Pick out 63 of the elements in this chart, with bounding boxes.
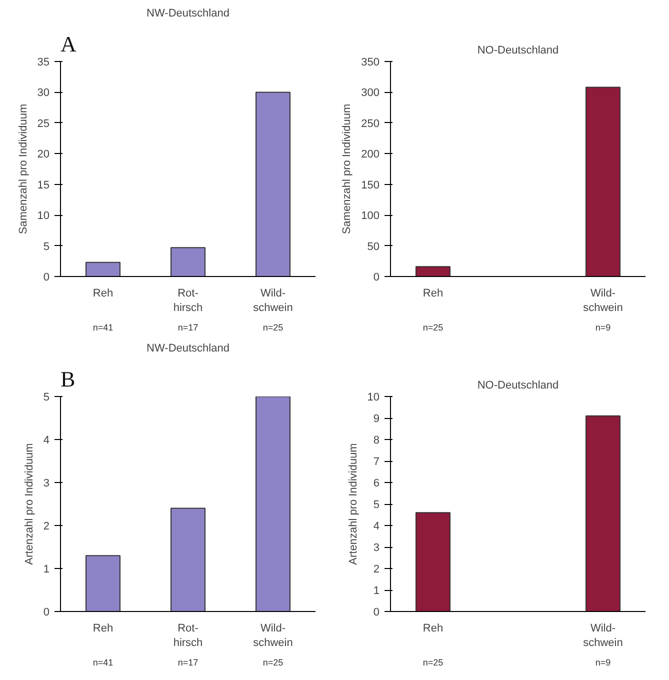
chart-title: NO-Deutschland bbox=[477, 380, 559, 392]
y-tick-label: 8 bbox=[373, 434, 380, 446]
y-tick-label: 1 bbox=[43, 564, 50, 576]
y-tick-label: 50 bbox=[367, 240, 380, 253]
y-tick-label: 0 bbox=[43, 272, 50, 284]
text: A bbox=[60, 32, 76, 56]
text: n=41 bbox=[92, 322, 114, 332]
y-tick-label: 35 bbox=[37, 56, 50, 68]
y-tick-label: 0 bbox=[373, 272, 380, 284]
x-tick-label: Reh bbox=[422, 622, 444, 634]
x-tick-label: Rot- hirsch bbox=[173, 288, 203, 314]
chart-title: NW-Deutschland bbox=[146, 8, 230, 20]
x-tick-label: Reh bbox=[92, 288, 114, 300]
y-tick-label: 30 bbox=[37, 87, 50, 100]
text: n=9 bbox=[595, 322, 611, 332]
y-tick-label: 3 bbox=[43, 478, 50, 490]
y-tick-label: 300 bbox=[361, 87, 380, 100]
x-tick-label: Wild- schwein bbox=[583, 288, 623, 314]
y-tick-label: 5 bbox=[373, 499, 380, 511]
y-axis-title: Samenzahl pro Individuum bbox=[341, 104, 354, 234]
y-tick-label: 350 bbox=[361, 56, 380, 68]
x-tick-label: Wild- schwein bbox=[253, 288, 293, 314]
text: n=25 bbox=[262, 322, 284, 332]
y-tick-label: 0 bbox=[373, 606, 380, 618]
text: n=25 bbox=[422, 658, 444, 668]
text: B bbox=[60, 366, 76, 392]
y-tick-label: 5 bbox=[43, 240, 50, 253]
x-tick-label: Reh bbox=[422, 288, 444, 300]
x-tick-label: Wild- schwein bbox=[583, 622, 623, 649]
chart-title: NO-Deutschland bbox=[477, 44, 559, 56]
y-axis-title: Artenzahl pro Individuum bbox=[347, 443, 360, 565]
y-axis-title: Artenzahl pro Individuum bbox=[23, 443, 36, 565]
text: n=41 bbox=[92, 658, 114, 668]
y-tick-label: 2 bbox=[43, 520, 50, 532]
x-tick-label: Rot- hirsch bbox=[173, 622, 203, 649]
y-tick-label: 9 bbox=[373, 413, 380, 425]
y-tick-label: 1 bbox=[373, 585, 380, 597]
y-tick-label: 7 bbox=[373, 456, 380, 468]
y-tick-label: 200 bbox=[361, 148, 380, 161]
text: n=17 bbox=[178, 658, 198, 668]
text: n=17 bbox=[178, 322, 198, 332]
y-tick-label: 100 bbox=[361, 210, 380, 222]
y-tick-label: 0 bbox=[43, 606, 50, 618]
text: n=25 bbox=[422, 322, 444, 332]
y-tick-label: 10 bbox=[37, 210, 50, 222]
y-tick-label: 25 bbox=[37, 118, 50, 130]
y-tick-label: 4 bbox=[373, 520, 380, 532]
chart-title: NW-Deutschland bbox=[146, 342, 230, 354]
y-tick-label: 2 bbox=[373, 564, 380, 576]
y-tick-label: 10 bbox=[367, 392, 380, 404]
text: n=25 bbox=[262, 658, 284, 668]
y-tick-label: 250 bbox=[361, 118, 380, 130]
y-tick-label: 4 bbox=[43, 434, 50, 446]
y-tick-label: 150 bbox=[361, 179, 380, 192]
text: n=9 bbox=[595, 658, 611, 668]
y-tick-label: 3 bbox=[373, 542, 380, 554]
y-axis-title: Samenzahl pro Individuum bbox=[17, 104, 30, 234]
y-tick-label: 5 bbox=[43, 392, 50, 404]
y-tick-label: 20 bbox=[37, 148, 50, 161]
x-tick-label: Wild- schwein bbox=[253, 622, 293, 649]
y-tick-label: 6 bbox=[373, 478, 380, 490]
x-tick-label: Reh bbox=[92, 622, 114, 634]
y-tick-label: 15 bbox=[37, 179, 50, 192]
